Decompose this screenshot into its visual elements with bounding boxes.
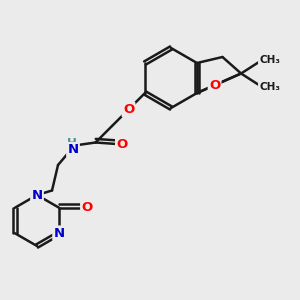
Text: O: O xyxy=(116,137,128,151)
Text: O: O xyxy=(81,201,93,214)
Text: CH₃: CH₃ xyxy=(259,82,280,92)
Text: N: N xyxy=(68,143,79,156)
Text: H: H xyxy=(67,136,76,150)
Text: N: N xyxy=(53,227,65,240)
Text: CH₃: CH₃ xyxy=(259,55,280,65)
Text: O: O xyxy=(209,79,220,92)
Text: N: N xyxy=(32,188,43,202)
Text: O: O xyxy=(123,103,134,116)
